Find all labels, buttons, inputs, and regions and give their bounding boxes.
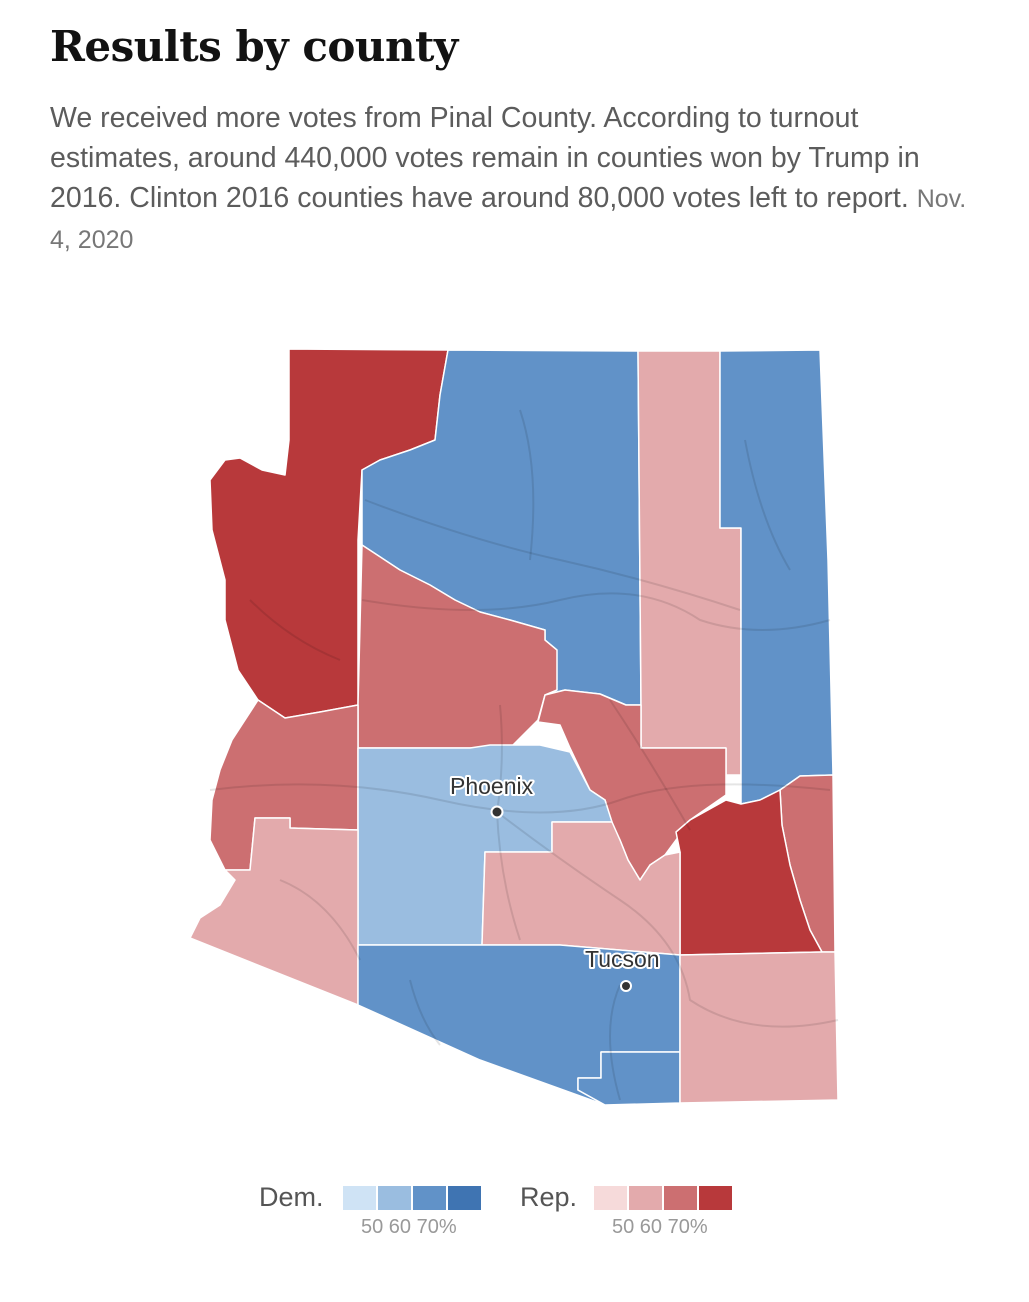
legend-rep-swatches: [594, 1186, 732, 1210]
county-yuma[interactable]: [189, 817, 359, 1006]
roads: [209, 409, 839, 1101]
description: We received more votes from Pinal County…: [50, 98, 980, 260]
legend-dem-ticks: 50 60 70%: [361, 1216, 457, 1238]
page-title: Results by county: [50, 22, 458, 71]
city-dot-phoenix: [490, 805, 504, 819]
legend-dem-label: Dem.: [259, 1182, 324, 1212]
city-label-tucson: Tucson: [585, 946, 660, 972]
legend-rep-swatch: [594, 1186, 627, 1210]
legend-rep-swatch: [664, 1186, 697, 1210]
legend-rep-ticks: 50 60 70%: [612, 1216, 708, 1238]
county-cochise[interactable]: [679, 951, 839, 1104]
legend-dem-swatch: [343, 1186, 376, 1210]
date: Nov. 4, 2020: [50, 185, 967, 254]
city-dot-tucson: [620, 980, 632, 992]
legend-dem-swatch: [413, 1186, 446, 1210]
legend-dem-swatch: [378, 1186, 411, 1210]
city-label-phoenix: Phoenix: [450, 773, 534, 799]
legend-dem-swatch: [448, 1186, 481, 1210]
legend-rep-swatch: [629, 1186, 662, 1210]
legend-dem-swatches: [343, 1186, 481, 1210]
legend-rep-swatch: [699, 1186, 732, 1210]
legend-rep-label: Rep.: [520, 1182, 578, 1212]
description-text: We received more votes from Pinal County…: [50, 102, 920, 214]
